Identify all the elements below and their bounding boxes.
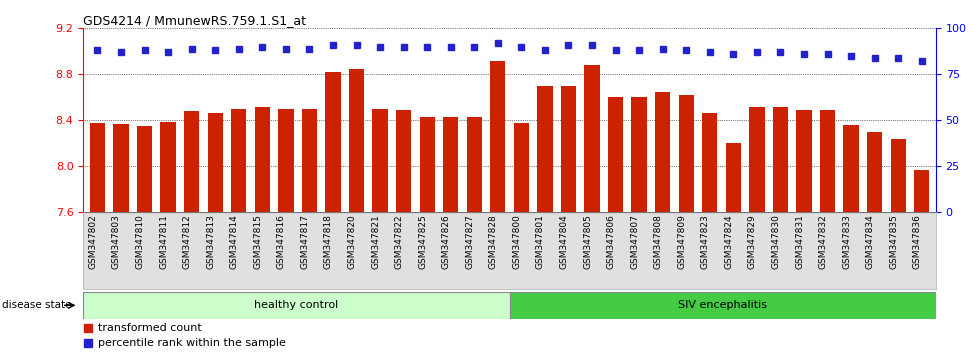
Text: GSM347800: GSM347800 [513,214,521,269]
Text: percentile rank within the sample: percentile rank within the sample [98,338,286,348]
Bar [891,139,906,212]
Text: GSM347808: GSM347808 [654,214,662,269]
Text: GSM347817: GSM347817 [301,214,310,269]
Text: GSM347830: GSM347830 [771,214,780,269]
Bar [349,69,365,212]
Bar [820,110,835,212]
Bar [255,107,270,212]
Text: GSM347815: GSM347815 [253,214,263,269]
Text: healthy control: healthy control [255,300,338,310]
Text: GDS4214 / MmunewRS.759.1.S1_at: GDS4214 / MmunewRS.759.1.S1_at [83,14,307,27]
Bar [584,65,600,212]
Text: GSM347823: GSM347823 [701,214,710,269]
Text: GSM347805: GSM347805 [583,214,592,269]
Bar [631,97,647,212]
Text: GSM347828: GSM347828 [489,214,498,269]
Text: GSM347807: GSM347807 [630,214,639,269]
Text: GSM347824: GSM347824 [724,214,733,269]
Bar [114,124,128,212]
Bar [750,107,764,212]
Bar [372,109,388,212]
Bar [867,132,882,212]
Bar [678,95,694,212]
Bar [561,86,576,212]
Text: GSM347810: GSM347810 [135,214,144,269]
Bar [419,117,435,212]
Text: SIV encephalitis: SIV encephalitis [678,300,767,310]
Bar [726,143,741,212]
Bar [914,170,929,212]
Bar [797,110,811,212]
Bar [773,107,788,212]
Text: GSM347833: GSM347833 [842,214,851,269]
Text: GSM347809: GSM347809 [677,214,686,269]
Text: GSM347820: GSM347820 [348,214,357,269]
Text: GSM347802: GSM347802 [88,214,97,269]
Text: GSM347826: GSM347826 [442,214,451,269]
Bar [466,117,482,212]
Text: transformed count: transformed count [98,323,202,333]
Text: GSM347825: GSM347825 [418,214,427,269]
Bar [325,72,341,212]
Bar [83,292,510,319]
Text: disease state: disease state [2,300,72,310]
Text: GSM347811: GSM347811 [159,214,169,269]
Text: GSM347814: GSM347814 [229,214,239,269]
Bar [537,86,553,212]
Bar [90,122,105,212]
Text: GSM347831: GSM347831 [795,214,804,269]
Bar [844,125,858,212]
Bar [655,92,670,212]
Text: GSM347801: GSM347801 [536,214,545,269]
Text: GSM347821: GSM347821 [371,214,380,269]
Bar [302,109,318,212]
Text: GSM347812: GSM347812 [182,214,192,269]
Text: GSM347832: GSM347832 [818,214,827,269]
Bar [278,109,293,212]
Text: GSM347816: GSM347816 [277,214,286,269]
Bar [231,109,246,212]
Text: GSM347813: GSM347813 [206,214,216,269]
Text: GSM347804: GSM347804 [560,214,568,269]
Text: GSM347803: GSM347803 [112,214,121,269]
Bar [702,113,717,212]
Bar [514,122,529,212]
Bar [608,97,623,212]
Bar [443,117,459,212]
Bar [208,113,222,212]
Bar [396,110,412,212]
Bar [137,126,152,212]
Text: GSM347806: GSM347806 [607,214,615,269]
Text: GSM347822: GSM347822 [395,214,404,269]
Bar [490,61,506,212]
Bar [184,111,199,212]
Text: GSM347827: GSM347827 [466,214,474,269]
Text: GSM347835: GSM347835 [889,214,899,269]
Bar [161,121,175,212]
Bar [510,292,936,319]
Text: GSM347829: GSM347829 [748,214,757,269]
Text: GSM347818: GSM347818 [324,214,333,269]
Text: GSM347834: GSM347834 [865,214,875,269]
Text: GSM347836: GSM347836 [912,214,922,269]
